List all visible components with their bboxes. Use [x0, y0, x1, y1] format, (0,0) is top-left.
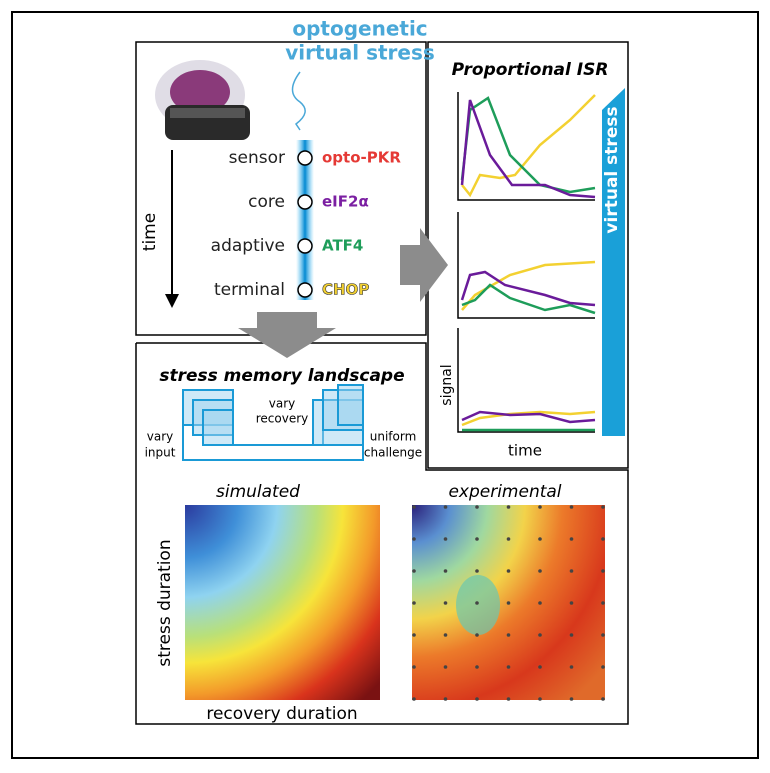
protein-label: CHOP: [322, 281, 369, 299]
header: optogenetic: [292, 17, 427, 41]
node: [297, 194, 313, 210]
sample-point: [506, 633, 511, 637]
sample-point: [506, 697, 511, 701]
sample-point: [475, 633, 479, 637]
sample-point: [538, 633, 542, 637]
sample-point: [412, 601, 416, 605]
sample-point: [412, 537, 416, 541]
wedge-label: virtual stress: [602, 106, 622, 233]
sample-point: [506, 505, 511, 509]
sample-point: [475, 665, 479, 669]
sample-point: [506, 601, 511, 605]
sample-point: [443, 569, 448, 573]
label: challenge: [364, 446, 422, 460]
heatmap: [185, 505, 380, 700]
sample-point: [443, 505, 448, 509]
landscape-title: stress memory landscape: [159, 366, 404, 386]
sample-point: [601, 601, 605, 605]
sample-point: [601, 665, 605, 669]
label: recovery: [256, 412, 309, 426]
sample-points: [412, 505, 605, 701]
sample-point: [601, 537, 605, 541]
sample-point: [506, 665, 511, 669]
sample-point: [443, 665, 448, 669]
protein-label: eIF2α: [322, 193, 369, 211]
sample-point: [569, 601, 574, 605]
arrow: [238, 312, 336, 358]
x-label: recovery duration: [206, 704, 357, 724]
node: [297, 282, 313, 298]
sample-point: [538, 505, 542, 509]
protein-label: ATF4: [322, 237, 363, 255]
sample-point: [569, 633, 574, 637]
sample-point: [412, 569, 416, 573]
label: simulated: [216, 482, 300, 502]
isr-title: Proportional ISR: [452, 60, 609, 80]
sample-point: [475, 697, 479, 701]
label: input: [145, 446, 176, 460]
sample-point: [506, 537, 511, 541]
header: virtual stress: [285, 41, 435, 65]
stage-label: core: [248, 192, 285, 212]
sample-point: [601, 697, 605, 701]
sample-point: [601, 633, 605, 637]
sample-point: [412, 697, 416, 701]
label: vary: [147, 430, 174, 444]
panel: [135, 342, 629, 725]
sample-point: [569, 569, 574, 573]
sample-point: [569, 665, 574, 669]
y-label: stress duration: [155, 539, 175, 666]
sample-point: [569, 537, 574, 541]
sample-point: [475, 601, 479, 605]
sample-point: [443, 601, 448, 605]
sample-point: [443, 633, 448, 637]
sample-point: [538, 601, 542, 605]
node: [297, 150, 313, 166]
sample-point: [475, 505, 479, 509]
sample-point: [601, 505, 605, 509]
stage-label: terminal: [214, 280, 285, 300]
stress-wedge: [602, 88, 625, 436]
label: vary: [269, 397, 296, 411]
sample-point: [538, 569, 542, 573]
sample-point: [412, 665, 416, 669]
sample-point: [569, 505, 574, 509]
sample-point: [475, 537, 479, 541]
heatmap-feature: [456, 575, 500, 635]
light-beam: [296, 140, 314, 300]
mini-plots: [457, 92, 596, 433]
headset: [155, 60, 250, 140]
y-label: signal: [439, 364, 455, 405]
label: uniform: [370, 430, 417, 444]
sample-point: [569, 697, 574, 701]
time-arrow: [165, 294, 179, 308]
sample-point: [412, 505, 416, 509]
stage-label: adaptive: [211, 236, 285, 256]
sample-point: [443, 537, 448, 541]
time-label: time: [140, 213, 160, 251]
node: [297, 238, 313, 254]
arrow: [400, 228, 448, 302]
sample-point: [538, 537, 542, 541]
sample-point: [412, 633, 416, 637]
label: experimental: [448, 482, 561, 502]
sample-point: [506, 569, 511, 573]
sample-point: [475, 569, 479, 573]
protein-label: opto-PKR: [322, 149, 401, 167]
sample-point: [538, 697, 542, 701]
sample-point: [538, 665, 542, 669]
x-label: time: [508, 442, 542, 460]
sample-point: [443, 697, 448, 701]
stage-label: sensor: [229, 148, 285, 168]
frame: [11, 11, 759, 759]
protocol-diagram: [182, 384, 364, 461]
light-arrow: [291, 71, 306, 131]
sample-point: [601, 569, 605, 573]
